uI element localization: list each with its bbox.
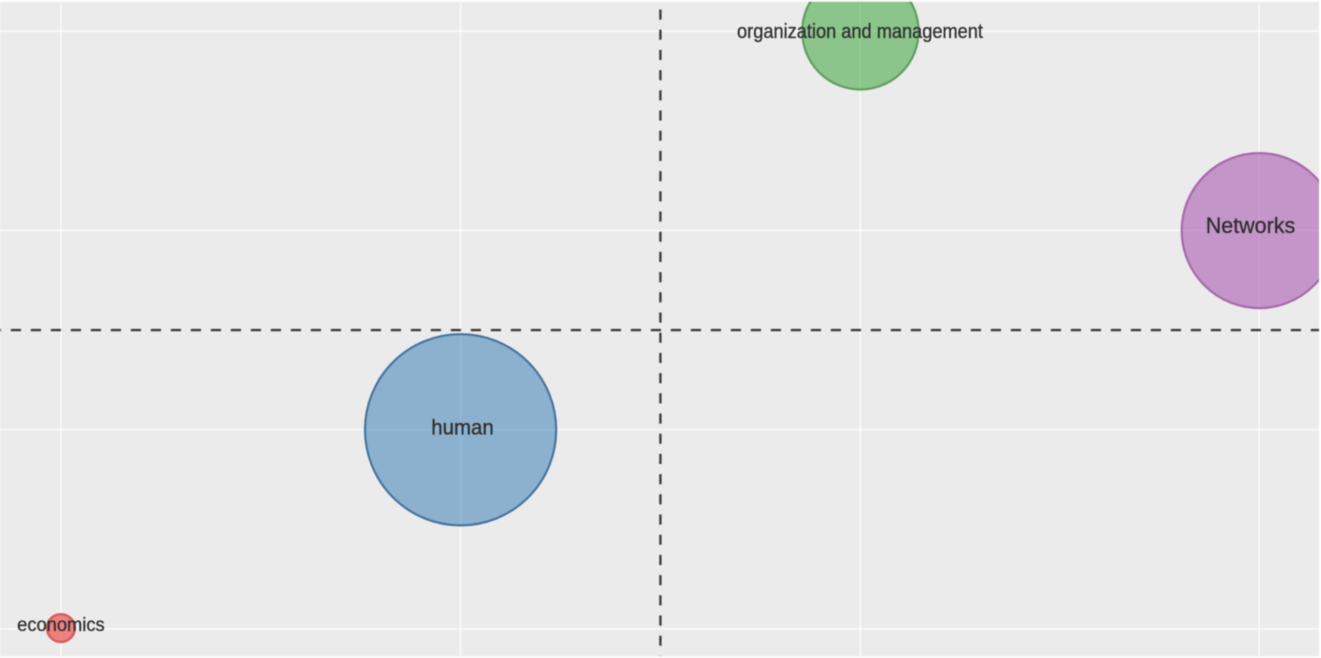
svg-text:human: human [431,417,494,440]
svg-text:economics: economics [17,615,105,636]
svg-text:Networks: Networks [1206,213,1296,238]
svg-text:organization and management: organization and management [737,20,983,43]
